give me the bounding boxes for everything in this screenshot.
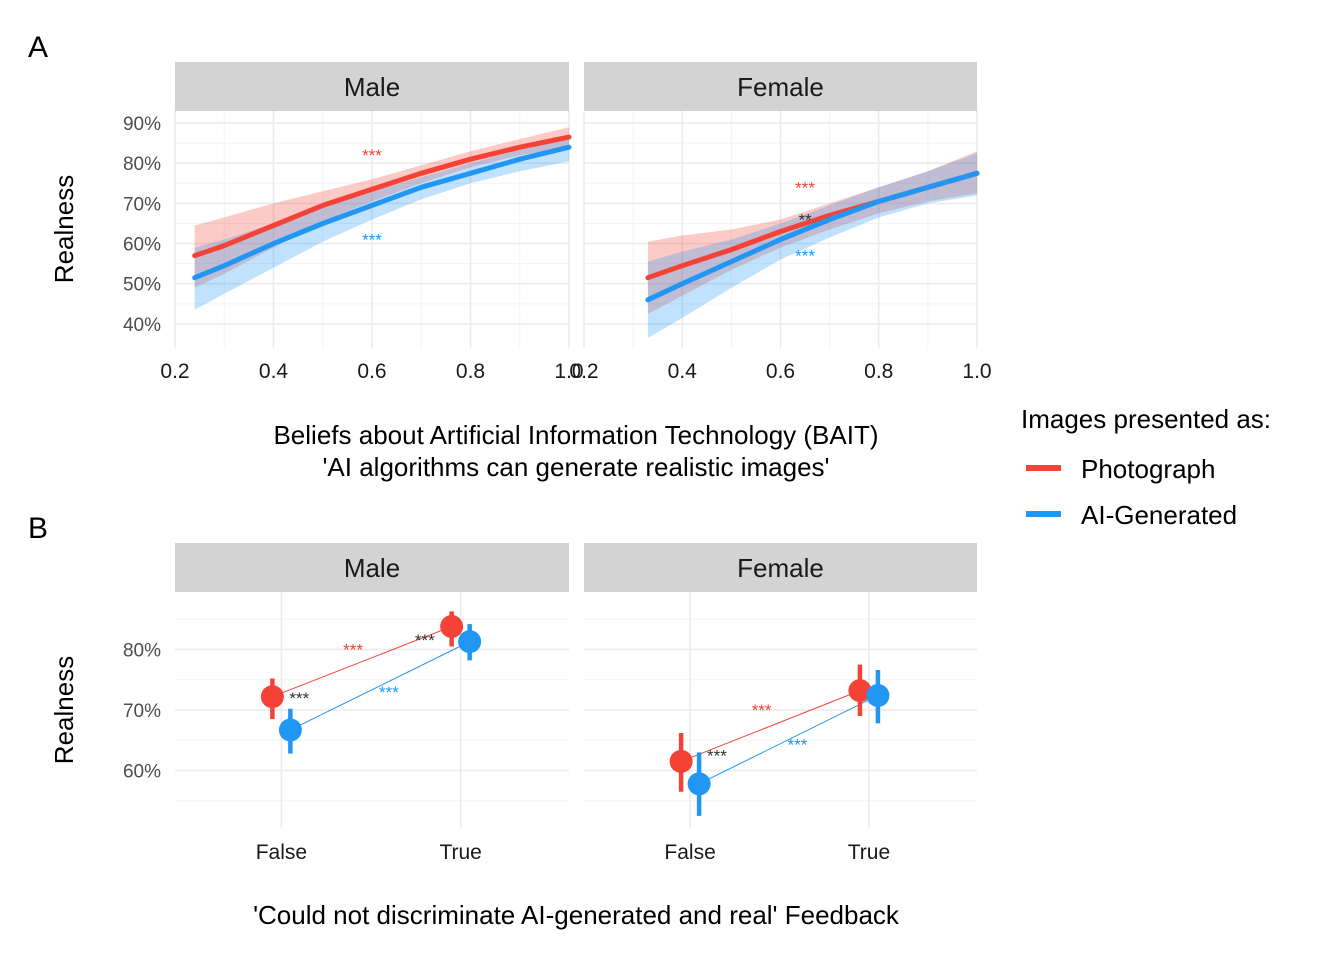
legend-label-ai-generated: AI-Generated [1081,500,1237,530]
point-male-ai-generated [458,630,482,654]
significance-label: *** [379,683,399,702]
y-tick-label: 90% [123,114,161,135]
panel-a-chart: Male******0.2 0.4 0.6 0.8 1.0Female********0… [123,62,992,383]
legend-label-photograph: Photograph [1081,454,1215,484]
point-female-photograph [848,679,872,703]
point-male-photograph [440,614,464,638]
x-tick-label: 0.8 [456,360,485,383]
strip-label-male: Male [344,72,400,102]
x-tick-label: 1.0 [962,360,991,383]
x-tick-label: 0.8 [864,360,893,383]
x-tick-label: 0.6 [357,360,386,383]
y-tick-label: 60% [123,235,161,256]
point-female-ai-generated [687,772,711,796]
panel-b-chart: Male *** *** *** *** False True Female *** *** ***… [123,543,977,864]
y-tick-label: 70% [123,701,161,722]
ci-ribbon-female-photograph [647,151,977,314]
panel-a-y-axis-title: Realness [49,175,79,283]
y-tick-label: 40% [123,315,161,336]
panel-b-y-axis-title: Realness [49,656,79,764]
panel-label-a: A [28,31,48,64]
series-line-male-ai-generated [192,144,572,281]
x-tick-label: 0.4 [668,360,698,383]
point-female-photograph [669,749,693,773]
panel-a-x-axis-title-line2: 'AI algorithms can generate realistic im… [322,452,829,482]
x-tick-label: 0.4 [259,360,289,383]
x-tick-label: False [664,841,715,864]
strip-label-female: Female [737,72,824,102]
significance-label: *** [415,631,435,650]
x-tick-label: 0.6 [766,360,795,383]
strip-male [175,543,569,592]
strip-label-male: Male [344,553,400,583]
y-tick-label: 50% [123,275,161,296]
significance-label: *** [795,247,815,266]
significance-label: *** [362,146,382,165]
series-line-female-photograph [680,690,861,762]
y-tick-label: 60% [123,762,161,783]
y-tick-label: 80% [123,154,161,175]
series-line-female-ai-generated [698,695,879,785]
significance-label: *** [707,746,727,765]
legend: Images presented as: Photograph AI-Gener… [1021,404,1271,530]
x-tick-label: True [439,841,481,864]
legend-title: Images presented as: [1021,404,1271,434]
significance-label: *** [289,689,309,708]
x-tick-label: 1.0 [554,360,583,383]
strip-female [584,543,977,592]
point-male-photograph [260,685,284,709]
series-line-male-photograph [272,626,452,698]
significance-label: ** [798,210,812,229]
significance-label: *** [795,178,815,197]
x-tick-label: False [256,841,307,864]
panel-a-x-axis-title-line1: Beliefs about Artificial Information Tec… [273,420,878,450]
significance-label: *** [752,701,772,720]
series-line-female-ai-generated [645,170,980,303]
point-female-ai-generated [866,683,890,707]
panel-b-x-axis-title: 'Could not discriminate AI-generated and… [253,900,900,930]
x-tick-label: True [848,841,890,864]
significance-label: *** [362,231,382,250]
series-line-male-ai-generated [290,641,470,731]
x-tick-label: 0.2 [569,360,598,383]
point-male-ai-generated [278,718,302,742]
strip-male [175,62,569,111]
strip-label-female: Female [737,553,824,583]
strip-female [584,62,977,111]
x-tick-label: 0.2 [160,360,189,383]
ci-ribbon-male-ai-generated [194,137,569,310]
significance-label: *** [343,641,363,660]
y-tick-label: 80% [123,640,161,661]
panel-label-b: B [28,512,48,545]
series-line-male-photograph [192,134,572,259]
significance-label: *** [787,736,807,755]
y-tick-label: 70% [123,194,161,215]
